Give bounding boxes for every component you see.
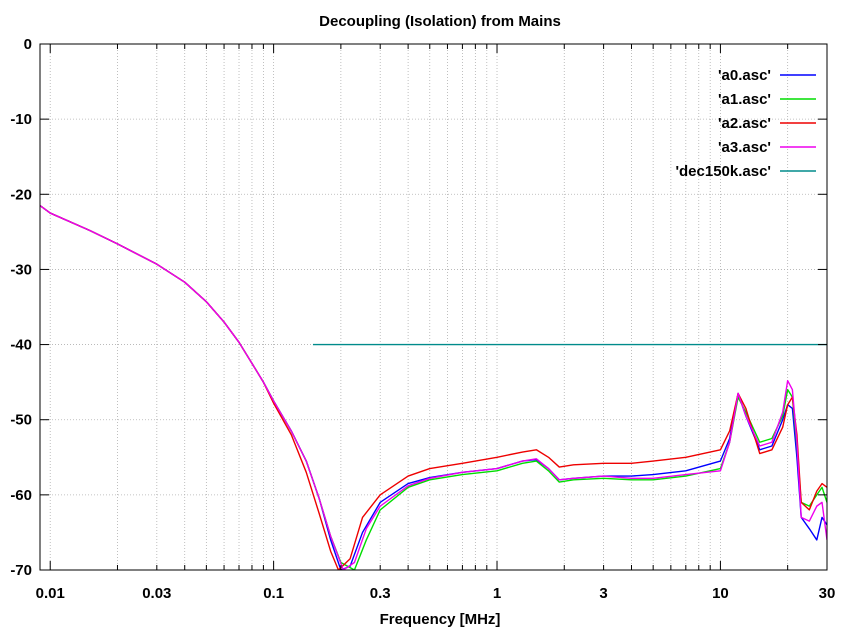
x-tick-label: 3 — [599, 585, 607, 602]
x-tick-label: 0.03 — [142, 585, 171, 602]
y-tick-label: -60 — [10, 487, 32, 504]
series-line-1 — [40, 204, 827, 570]
tick-labels: 0 -10 -20 -30 -40 -50 -60 -700.01 0.03 0.1 0.3 1 3 10… — [10, 36, 835, 602]
legend-label: 'a3.asc' — [718, 139, 771, 156]
y-tick-label: 0 — [24, 36, 32, 53]
series-layer — [40, 204, 827, 570]
x-tick-label: 0.1 — [263, 585, 284, 602]
legend-label: 'dec150k.asc' — [675, 163, 771, 180]
legend-label: 'a2.asc' — [718, 115, 771, 132]
series-line-3 — [40, 204, 827, 570]
x-tick-label: 1 — [493, 585, 501, 602]
legend-label: 'a0.asc' — [718, 67, 771, 84]
x-tick-label: 0.3 — [370, 585, 391, 602]
x-tick-label: 10 — [712, 585, 729, 602]
y-tick-label: -30 — [10, 261, 32, 278]
chart-title: Decoupling (Isolation) from Mains — [319, 13, 561, 30]
series-line-2 — [40, 204, 827, 570]
y-tick-label: -40 — [10, 337, 32, 354]
plot-border — [39, 43, 828, 571]
x-tick-label: 30 — [819, 585, 836, 602]
legend: 'a0.asc' 'a1.asc' 'a2.asc' 'a3.asc' 'dec150k… — [675, 67, 816, 180]
grid — [39, 44, 827, 570]
y-tick-label: -70 — [10, 562, 32, 579]
tick-marks — [39, 43, 827, 571]
y-tick-label: -50 — [10, 412, 32, 429]
x-axis-label: Frequency [MHz] — [380, 611, 501, 628]
x-tick-label: 0.01 — [36, 585, 65, 602]
series-line-0 — [40, 204, 827, 570]
y-tick-label: -20 — [10, 186, 32, 203]
y-tick-label: -10 — [10, 111, 32, 128]
legend-label: 'a1.asc' — [718, 91, 771, 108]
